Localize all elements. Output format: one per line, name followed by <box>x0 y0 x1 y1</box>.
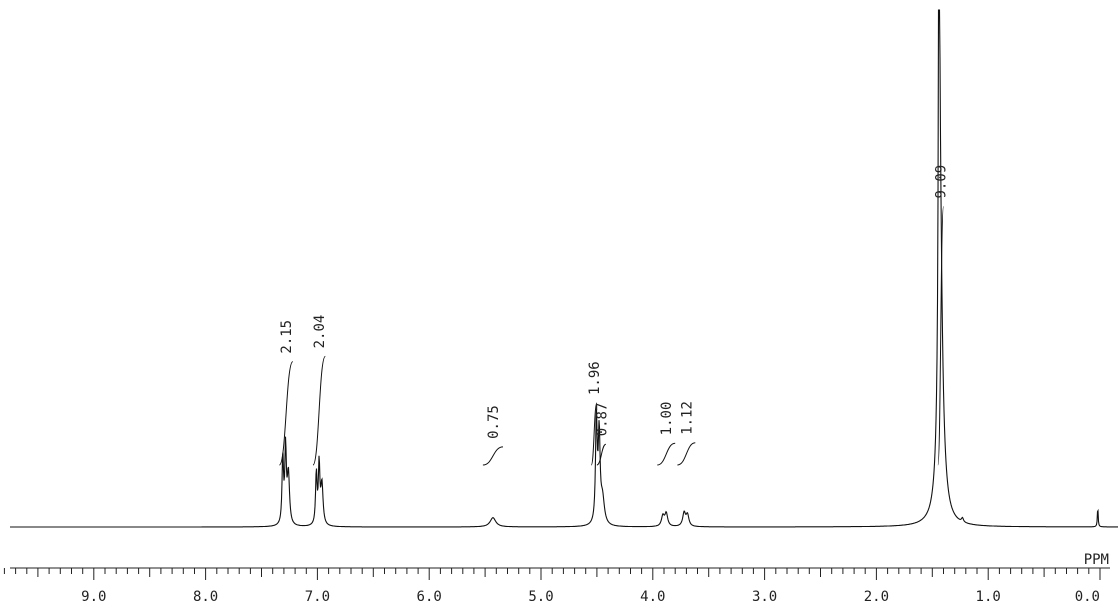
integration-label-4: 0.87 <box>594 403 610 437</box>
x-axis-label: PPM <box>1084 552 1109 568</box>
x-axis-ticks <box>3 568 1101 580</box>
spectrum-trace <box>10 9 1118 528</box>
integration-curve-1 <box>312 355 326 466</box>
integration-curve-4 <box>596 443 607 466</box>
integration-curve-3 <box>590 402 598 466</box>
x-tick-label-4: 5.0 <box>528 589 553 605</box>
integration-curve-5 <box>657 442 676 466</box>
x-tick-label-6: 3.0 <box>752 589 777 605</box>
x-tick-label-8: 1.0 <box>976 589 1001 605</box>
integration-label-0: 2.15 <box>279 320 295 354</box>
integration-labels: 2.15 2.04 0.75 1.96 0.87 1.00 1.12 9.09 <box>279 165 950 439</box>
integration-curve-0 <box>278 361 294 466</box>
x-tick-label-7: 2.0 <box>864 589 889 605</box>
x-tick-label-5: 4.0 <box>640 589 665 605</box>
integration-curve-6 <box>677 442 696 466</box>
x-tick-label-2: 7.0 <box>305 589 330 605</box>
x-tick-label-3: 6.0 <box>417 589 442 605</box>
integration-label-6: 1.12 <box>679 401 695 435</box>
integration-curve-2 <box>482 446 504 466</box>
integration-label-2: 0.75 <box>486 405 502 439</box>
x-tick-label-9: 0.0 <box>1075 589 1100 605</box>
integration-curves <box>278 206 944 466</box>
integration-label-1: 2.04 <box>312 315 328 349</box>
integration-label-7: 9.09 <box>934 165 950 199</box>
integration-label-3: 1.96 <box>587 361 603 395</box>
integration-curve-7 <box>937 206 944 466</box>
x-axis: 9.0 8.0 7.0 6.0 5.0 4.0 3.0 2.0 1.0 0.0 PPM <box>3 552 1110 605</box>
x-tick-label-1: 8.0 <box>193 589 218 605</box>
integration-label-5: 1.00 <box>659 402 675 436</box>
x-axis-tick-labels: 9.0 8.0 7.0 6.0 5.0 4.0 3.0 2.0 1.0 0.0 <box>81 589 1100 605</box>
x-tick-label-0: 9.0 <box>81 589 106 605</box>
